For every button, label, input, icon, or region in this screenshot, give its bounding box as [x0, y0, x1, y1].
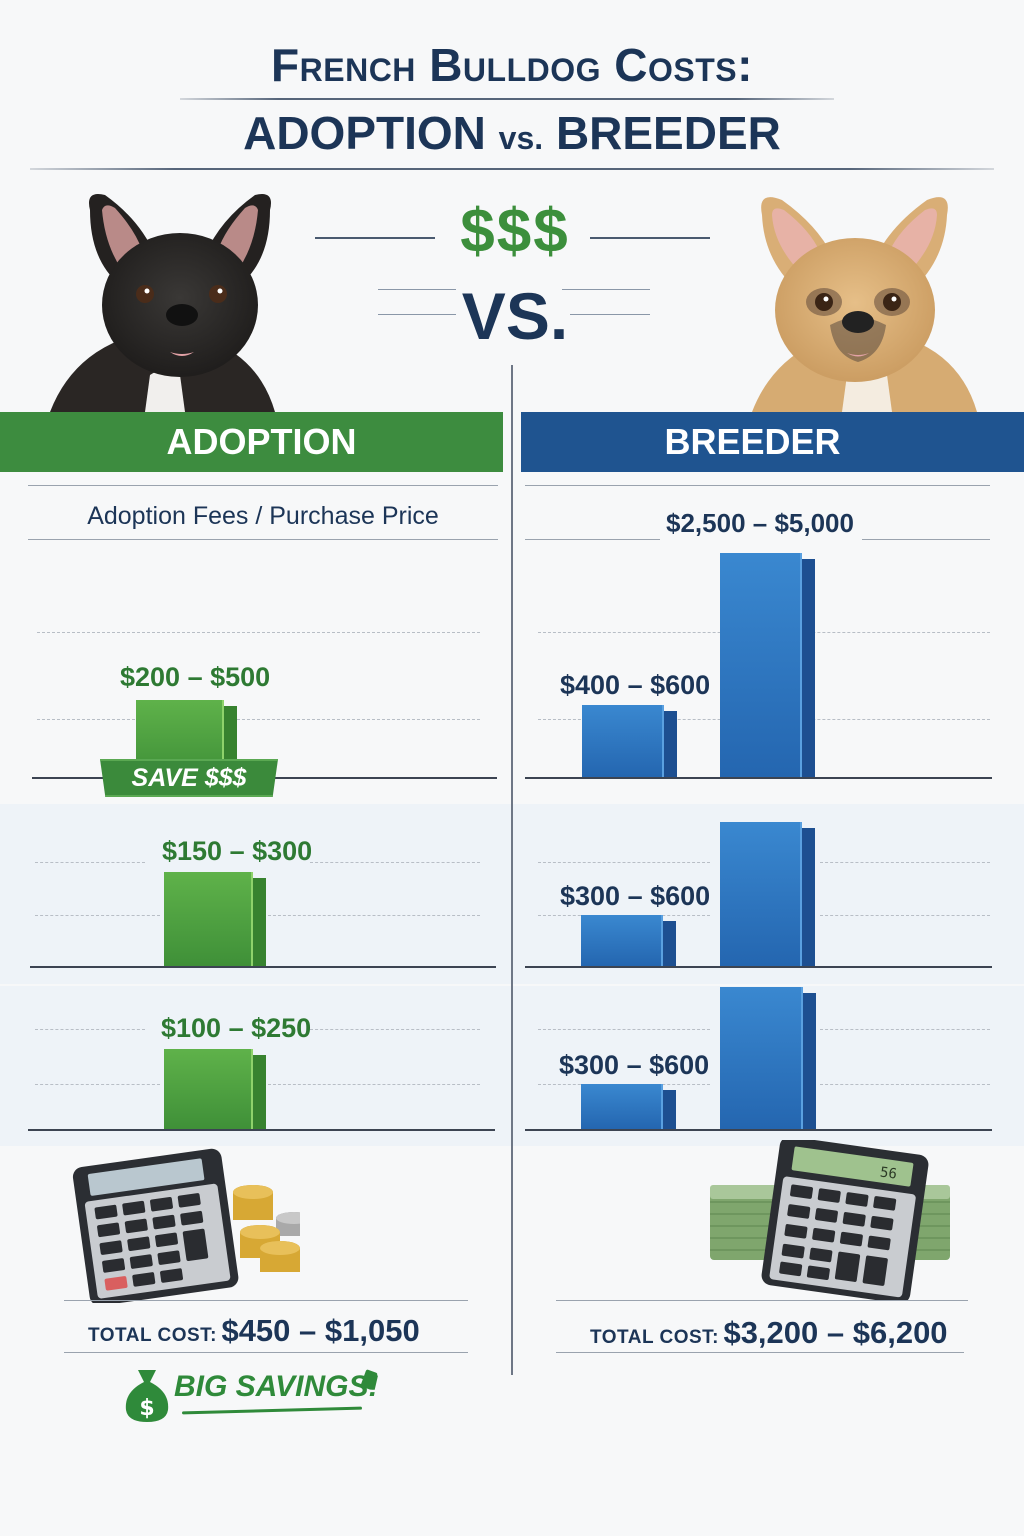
svg-text:56: 56: [879, 1165, 898, 1183]
decor-line: [315, 237, 435, 239]
baseline: [28, 1129, 495, 1131]
adoption-value: $150 – $300: [162, 836, 313, 866]
divider: [556, 1300, 968, 1301]
adoption-bar: [164, 872, 266, 966]
divider: [28, 539, 498, 540]
baseline: [525, 777, 992, 779]
breeder-value: $300 – $600: [560, 881, 711, 911]
breeder-bar-label: $2,500 – $5,000: [666, 508, 854, 538]
breeder-total: TOTAL COST: $3,200 – $6,200: [590, 1315, 948, 1351]
breeder-bar-large: [720, 822, 816, 966]
divider: [525, 485, 990, 486]
adoption-value: $200 – $500: [120, 662, 271, 692]
big-savings-text: BIG SAVINGS!: [174, 1370, 379, 1403]
baseline: [30, 966, 496, 968]
baseline: [525, 966, 992, 968]
divider: [30, 168, 994, 170]
decor-line: [562, 289, 650, 290]
subtitle-vs: vs.: [498, 120, 544, 156]
decor-line: [378, 314, 456, 315]
adoption-bar: [164, 1049, 266, 1129]
divider: [64, 1352, 468, 1353]
total-label: TOTAL COST:: [88, 1325, 217, 1346]
breeder-header: BREEDER: [521, 412, 1024, 472]
breeder-value: $400 – $600: [560, 670, 711, 700]
section-label: Adoption Fees / Purchase Price: [87, 502, 439, 530]
adoption-total: TOTAL COST: $450 – $1,050: [88, 1313, 420, 1349]
big-savings-badge: $ BIG SAVINGS!: [122, 1366, 382, 1426]
svg-text:$: $: [139, 1396, 154, 1421]
breeder-bar-small: [582, 705, 677, 777]
divider: [180, 98, 834, 100]
divider: [862, 539, 990, 540]
divider: [525, 539, 660, 540]
decor-line: [570, 314, 650, 315]
breeder-value: $300 – $600: [559, 1050, 710, 1080]
save-badge: SAVE $$$: [100, 759, 278, 797]
total-label: TOTAL COST:: [590, 1327, 719, 1348]
adoption-header: ADOPTION: [0, 412, 503, 472]
baseline: [525, 1129, 992, 1131]
dollar-signs: $$$: [460, 197, 570, 266]
cash-icon: [360, 1369, 378, 1390]
breeder-bar-small: [581, 915, 676, 966]
brindle-french-bulldog-icon: [50, 194, 275, 412]
decor-line: [378, 289, 456, 290]
money-bag-icon: $: [125, 1370, 169, 1422]
subtitle-breeder: BREEDER: [555, 107, 781, 159]
vs-label: VS.: [461, 279, 569, 353]
calculator-with-cash-icon: 56: [710, 1140, 950, 1300]
divider: [64, 1300, 468, 1301]
subtitle-adoption: ADOPTION: [243, 107, 486, 159]
adoption-value: $100 – $250: [161, 1013, 312, 1043]
total-amount: $3,200 – $6,200: [723, 1315, 948, 1350]
divider: [556, 1352, 964, 1353]
page-subtitle: ADOPTION vs. BREEDER: [0, 106, 1024, 160]
breeder-bar-large: [720, 553, 816, 777]
breeder-bar-large: [720, 987, 817, 1129]
decor-line: [590, 237, 710, 239]
total-amount: $450 – $1,050: [221, 1313, 420, 1348]
page-title: French Bulldog Costs:: [271, 39, 753, 91]
fawn-french-bulldog-icon: [752, 197, 977, 412]
calculator-with-coins-icon: [72, 1148, 300, 1303]
underline: [181, 1406, 363, 1415]
breeder-bar-small: [581, 1084, 676, 1129]
divider: [28, 485, 498, 486]
